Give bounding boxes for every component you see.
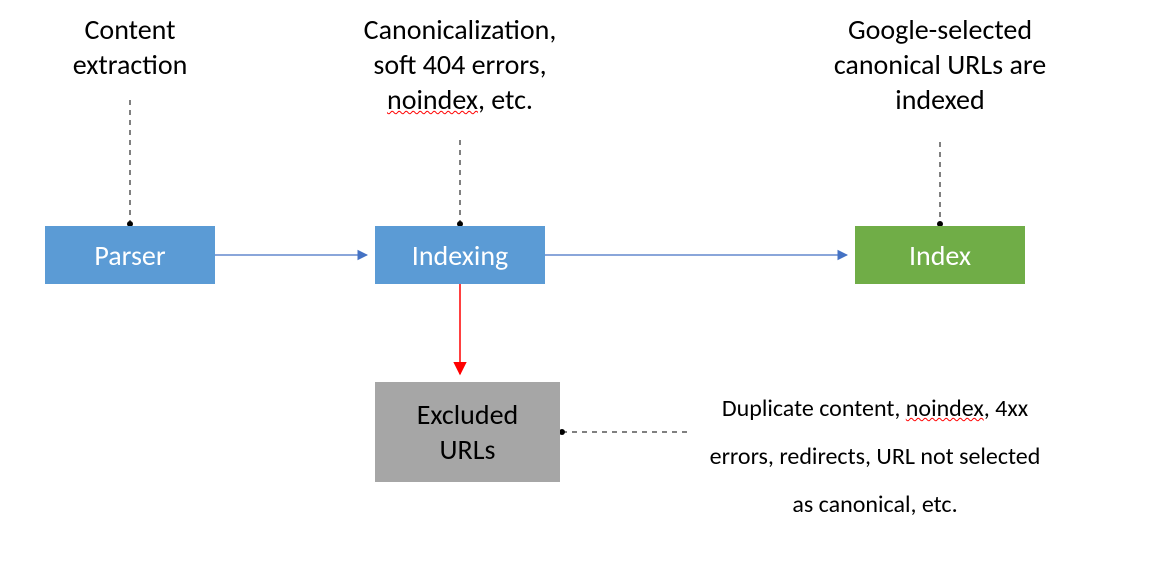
- node-excluded: Excluded URLs: [375, 382, 560, 482]
- node-parser-label: Parser: [94, 238, 165, 273]
- dashed-google-index: [937, 142, 943, 227]
- node-parser: Parser: [45, 226, 215, 284]
- node-index-label: Index: [909, 238, 971, 273]
- node-indexing: Indexing: [375, 226, 545, 284]
- node-excluded-line1: Excluded: [417, 397, 519, 432]
- dashed-canon-indexing: [457, 140, 463, 227]
- node-excluded-line2: URLs: [417, 432, 519, 467]
- label-canonicalization: Canonicalization, soft 404 errors, noind…: [364, 12, 557, 117]
- node-indexing-label: Indexing: [412, 238, 508, 273]
- node-index: Index: [855, 226, 1025, 284]
- label-duplicate-content: Duplicate content, noindex, 4xx errors, …: [625, 385, 1125, 529]
- dashed-content-parser: [127, 100, 133, 227]
- label-google-selected: Google-selected canonical URLs are index…: [834, 12, 1046, 117]
- label-content-extraction: Content extraction: [73, 12, 188, 82]
